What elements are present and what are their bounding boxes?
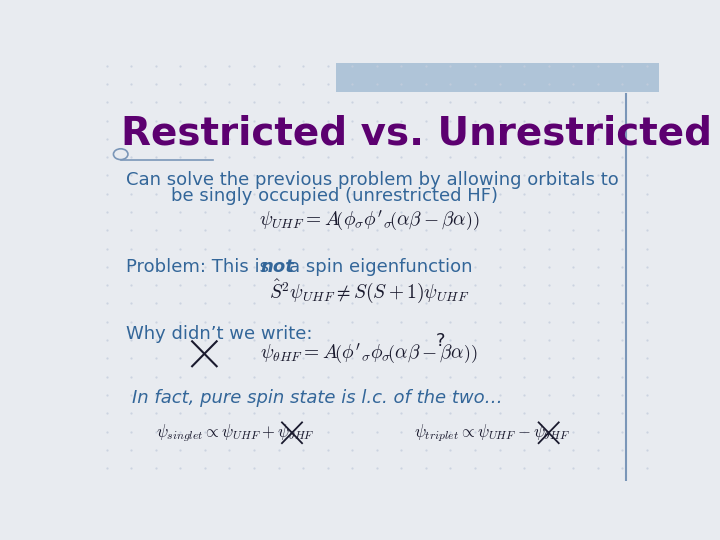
Text: Problem: This is: Problem: This is: [126, 258, 275, 276]
Text: In fact, pure spin state is l.c. of the two…: In fact, pure spin state is l.c. of the …: [132, 389, 503, 407]
Text: $\psi_{triplet} \propto \psi_{UHF} - \psi_{\theta HF}$: $\psi_{triplet} \propto \psi_{UHF} - \ps…: [414, 422, 570, 444]
Text: Why didn’t we write:: Why didn’t we write:: [126, 325, 312, 343]
Text: a spin eigenfunction: a spin eigenfunction: [289, 258, 472, 276]
Text: Restricted vs. Unrestricted: Restricted vs. Unrestricted: [121, 114, 711, 153]
Text: $\psi_{UHF} = A\!\left(\phi_\sigma\phi'_\sigma\!\left(\alpha\beta - \beta\alpha\: $\psi_{UHF} = A\!\left(\phi_\sigma\phi'_…: [258, 208, 480, 233]
Text: Can solve the previous problem by allowing orbitals to: Can solve the previous problem by allowi…: [126, 171, 619, 189]
Bar: [336, 63, 660, 92]
Text: $\hat{S}^2\psi_{UHF} \neq S(S+1)\psi_{UHF}$: $\hat{S}^2\psi_{UHF} \neq S(S+1)\psi_{UH…: [269, 278, 469, 305]
Text: $\psi_{singlet} \propto \psi_{UHF} + \psi_{\theta HF}$: $\psi_{singlet} \propto \psi_{UHF} + \ps…: [156, 422, 315, 444]
Text: $\psi_{\theta HF} = A\!\left(\phi'_\sigma\phi_\sigma\!\left(\alpha\beta - \beta\: $\psi_{\theta HF} = A\!\left(\phi'_\sigm…: [260, 341, 478, 366]
Text: not: not: [261, 258, 294, 276]
Text: be singly occupied (unrestricted HF): be singly occupied (unrestricted HF): [171, 187, 498, 205]
Text: ?: ?: [436, 332, 446, 350]
